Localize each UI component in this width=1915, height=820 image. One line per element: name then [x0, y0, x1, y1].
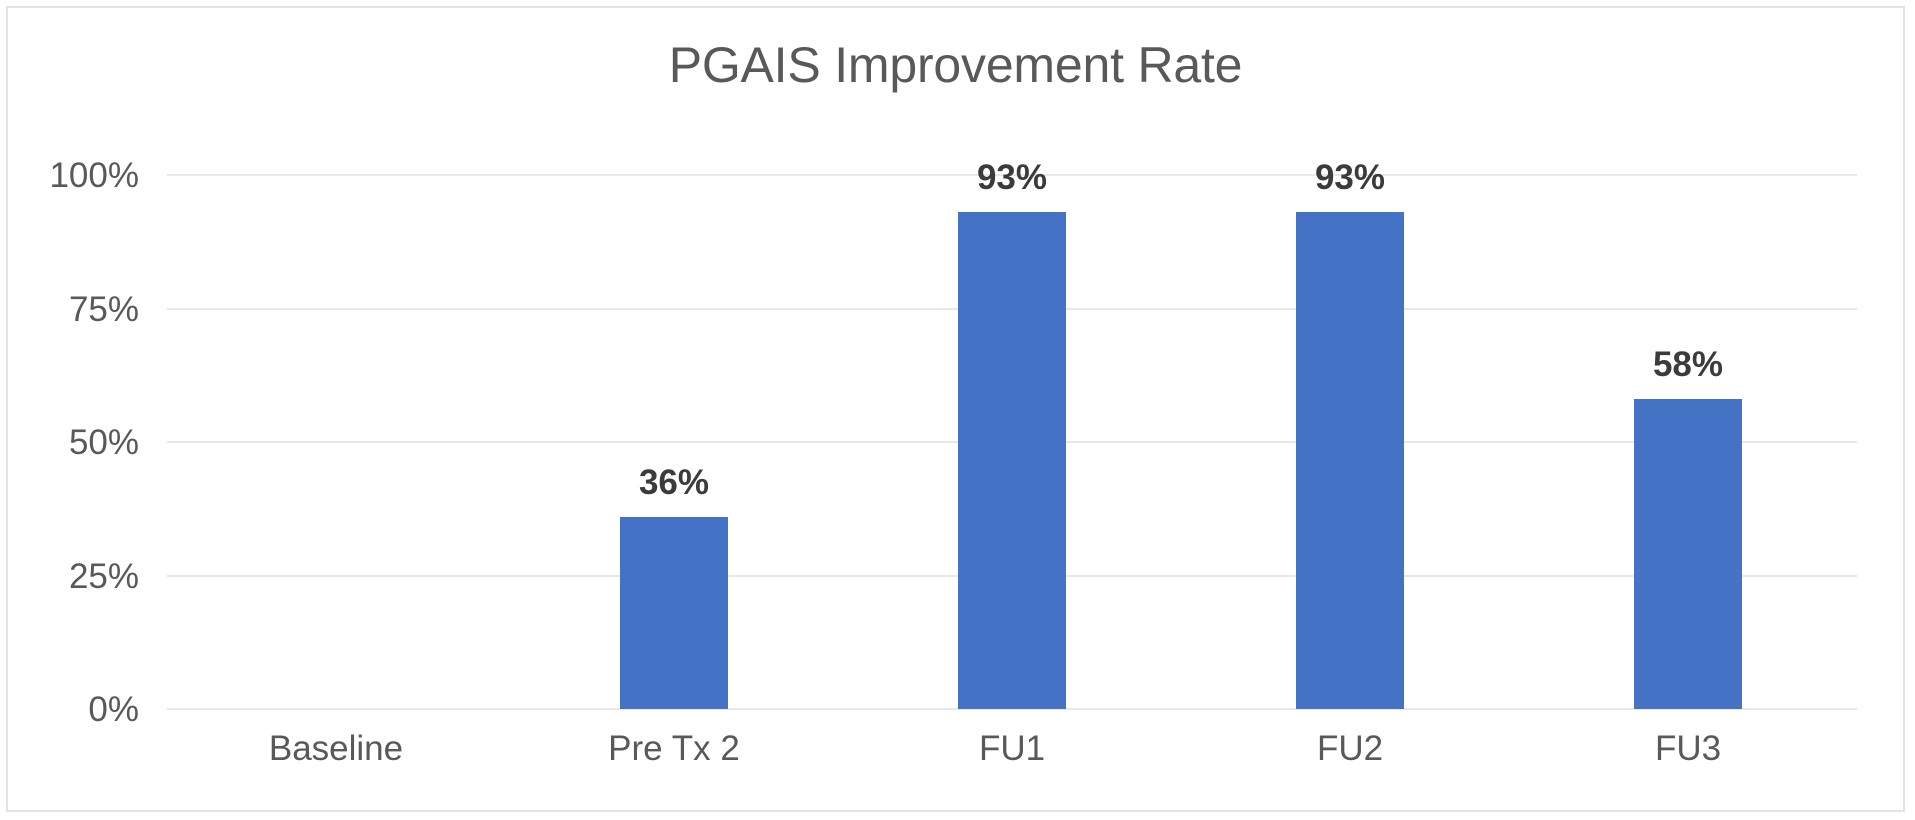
y-axis-tick-label: 50%	[68, 423, 139, 462]
chart-container: PGAIS Improvement Rate 0% 25% 50% 75% 100% 3…	[6, 6, 1905, 812]
y-axis-tick-label: 75%	[68, 289, 139, 329]
bar-group: 93%	[1181, 160, 1519, 709]
bar[interactable]	[1634, 399, 1742, 709]
bar-group: 93%	[843, 160, 1181, 709]
y-axis-tick-label: 100%	[49, 156, 139, 195]
x-axis-tick-label: Baseline	[268, 729, 404, 768]
x-axis-tick-label: Pre Tx 2	[608, 729, 740, 768]
bar-value-label: 93%	[1314, 158, 1386, 198]
x-axis-tick-label: FU2	[1316, 729, 1384, 768]
bar[interactable]	[620, 516, 728, 709]
bar[interactable]	[958, 212, 1066, 709]
bar-value-label: 93%	[976, 158, 1048, 198]
x-axis-tick-label: FU3	[1654, 729, 1722, 768]
chart-title: PGAIS Improvement Rate	[668, 37, 1243, 93]
bar-group	[167, 175, 505, 709]
bar-group: 36%	[505, 175, 843, 709]
x-axis-tick-label: FU1	[978, 729, 1046, 768]
gridline	[167, 708, 1857, 710]
y-axis-tick-label: 25%	[68, 556, 139, 596]
gridline	[167, 174, 1857, 176]
bar[interactable]	[1296, 212, 1404, 709]
bar-value-label: 58%	[1652, 345, 1724, 385]
y-axis-tick-label: 0%	[88, 690, 139, 729]
plot-area: 36% 93% 93% 58%	[167, 160, 1857, 710]
bar-value-label: 36%	[638, 462, 710, 502]
bar-group: 58%	[1519, 175, 1857, 709]
